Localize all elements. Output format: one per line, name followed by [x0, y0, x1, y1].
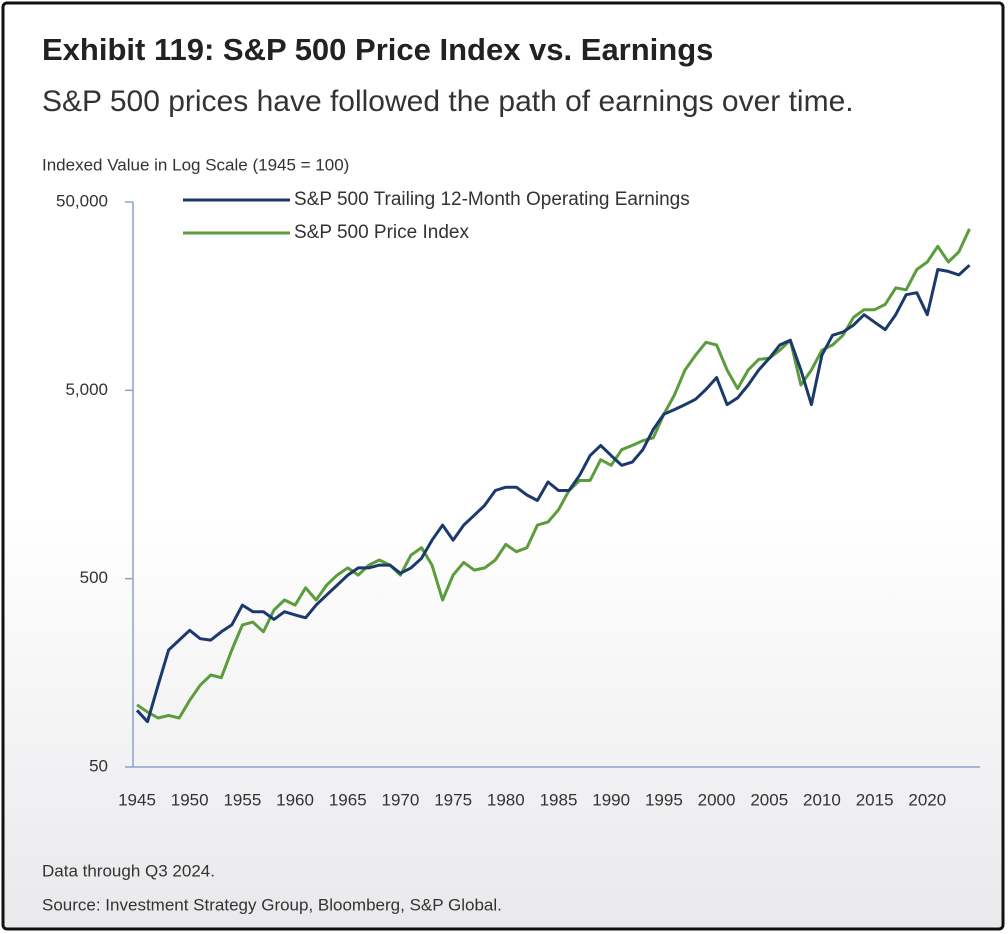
y-tick-label: 50,000 — [56, 191, 108, 210]
x-tick-label: 1950 — [171, 790, 209, 809]
legend-label: S&P 500 Trailing 12-Month Operating Earn… — [294, 189, 690, 210]
x-tick-label: 1985 — [540, 790, 578, 809]
x-tick-label: 1970 — [382, 790, 420, 809]
legend-label: S&P 500 Price Index — [294, 222, 469, 243]
chart-title: Exhibit 119: S&P 500 Price Index vs. Ear… — [42, 32, 713, 67]
y-tick-label: 50 — [89, 756, 108, 775]
x-tick-label: 1960 — [276, 790, 314, 809]
x-tick-label: 1980 — [487, 790, 525, 809]
x-tick-label: 1955 — [223, 790, 261, 809]
x-tick-label: 1945 — [118, 790, 156, 809]
y-tick-label: 5,000 — [65, 380, 108, 399]
note: Source: Investment Strategy Group, Bloom… — [42, 895, 502, 914]
series-line — [135, 264, 971, 724]
note: Data through Q3 2024. — [42, 861, 215, 880]
series-line — [136, 228, 971, 720]
x-tick-label: 2000 — [698, 790, 736, 809]
x-tick-label: 1990 — [592, 790, 630, 809]
x-tick-label: 1965 — [329, 790, 367, 809]
x-tick-label: 2015 — [856, 790, 894, 809]
x-tick-label: 2010 — [803, 790, 841, 809]
x-tick-label: 1995 — [645, 790, 683, 809]
x-tick-label: 2005 — [750, 790, 788, 809]
chart-subtitle: S&P 500 prices have followed the path of… — [42, 85, 854, 118]
y-tick-label: 500 — [80, 568, 108, 587]
x-tick-label: 1975 — [434, 790, 472, 809]
y-axis-label: Indexed Value in Log Scale (1945 = 100) — [42, 155, 349, 174]
x-tick-label: 2020 — [908, 790, 946, 809]
